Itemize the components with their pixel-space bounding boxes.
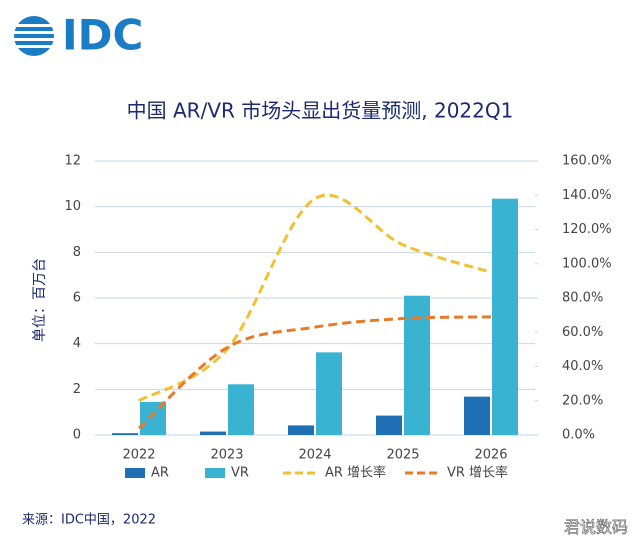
bar — [492, 198, 518, 435]
y-axis-label: 单位：百万台 — [32, 258, 48, 342]
chart-title: 中国 AR/VR 市场头显出货量预测, 2022Q1 — [127, 99, 514, 123]
bar — [376, 415, 402, 435]
y2-tick-label: 160.0% — [562, 154, 612, 169]
x-tick-label: 2025 — [386, 448, 419, 463]
bar — [316, 352, 342, 435]
y2-tick-label: 0.0% — [562, 428, 595, 443]
y-tick-label: 12 — [64, 154, 81, 169]
legend-label: VR — [231, 466, 249, 481]
legend-label: AR — [151, 466, 169, 481]
y2-tick-label: 60.0% — [562, 325, 603, 340]
line — [137, 315, 492, 430]
legend-label: VR 增长率 — [447, 465, 508, 481]
y-tick-label: 8 — [73, 245, 81, 260]
bar — [200, 431, 226, 435]
x-tick-label: 2022 — [122, 448, 155, 463]
bar — [228, 384, 254, 435]
bar — [140, 401, 166, 435]
bar — [464, 396, 490, 435]
y-tick-label: 0 — [73, 428, 81, 443]
y2-tick-label: 120.0% — [562, 222, 612, 237]
source-note: 来源：IDC中国，2022 — [22, 513, 156, 528]
y2-tick-label: 140.0% — [562, 188, 612, 203]
legend-label: AR 增长率 — [325, 465, 386, 481]
x-tick-label: 2024 — [298, 448, 331, 463]
line — [138, 193, 492, 403]
y2-tick-label: 20.0% — [562, 393, 603, 408]
y2-tick-label: 40.0% — [562, 359, 603, 374]
y-tick-label: 4 — [73, 336, 81, 351]
y-tick-label: 10 — [64, 199, 81, 214]
watermark: 君说数码 — [564, 518, 628, 537]
y2-tick-label: 100.0% — [562, 256, 612, 271]
legend-swatch — [125, 468, 145, 478]
y-tick-label: 6 — [73, 291, 81, 306]
x-tick-label: 2026 — [474, 448, 507, 463]
y-tick-label: 2 — [73, 382, 81, 397]
legend-swatch — [205, 468, 225, 478]
bar — [112, 433, 138, 435]
logo-icon — [12, 16, 56, 56]
logo-text: IDC — [62, 11, 143, 60]
y2-tick-label: 80.0% — [562, 291, 603, 306]
x-tick-label: 2023 — [210, 448, 243, 463]
bar — [288, 425, 314, 435]
